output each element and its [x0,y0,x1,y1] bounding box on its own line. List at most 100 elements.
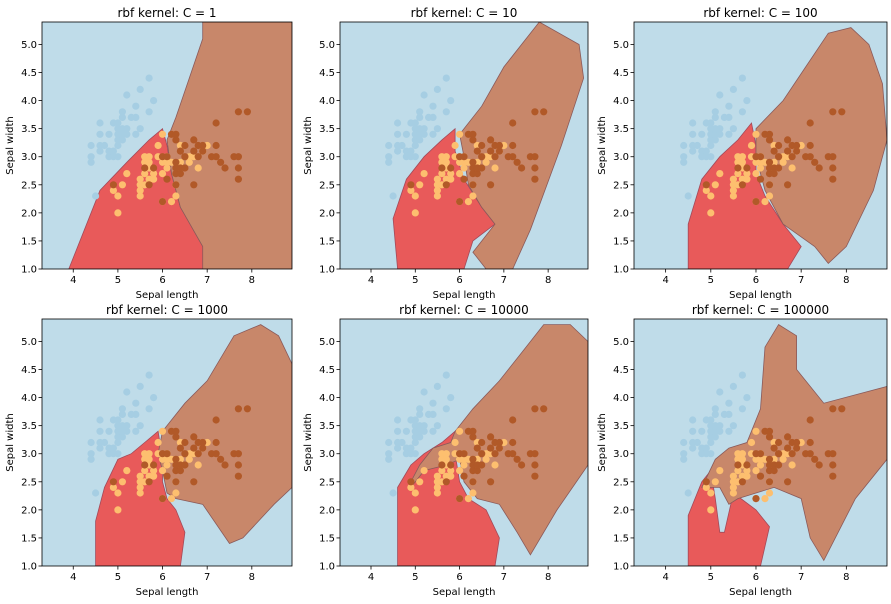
data-point-class-1 [447,170,455,178]
data-point-class-2 [473,444,481,452]
data-point-class-1 [150,472,158,480]
data-point-class-0 [407,444,415,452]
y-tick-label: 4.5 [319,68,335,79]
data-point-class-2 [145,181,153,189]
data-point-class-0 [118,136,126,144]
data-point-class-2 [190,147,198,155]
data-point-class-1 [469,489,477,497]
data-point-class-1 [163,164,171,172]
data-point-class-0 [136,382,144,390]
x-tick-label: 6 [753,572,759,583]
data-point-class-2 [784,433,792,441]
axes-frame [41,318,293,567]
data-point-class-0 [420,388,428,396]
data-point-class-0 [87,158,95,166]
data-point-class-2 [172,136,180,144]
y-tick-label: 4.0 [319,96,335,107]
data-point-class-2 [460,450,468,458]
data-point-class-0 [711,433,719,441]
data-point-class-1 [729,186,738,194]
data-point-class-1 [779,158,787,166]
data-point-class-0 [743,394,751,402]
data-point-class-2 [765,455,774,463]
data-point-class-0 [707,438,715,447]
data-point-class-0 [684,489,692,497]
y-tick-label: 2.5 [21,180,37,191]
data-point-class-1 [761,495,769,503]
data-point-class-0 [118,433,126,441]
data-point-class-0 [420,422,428,430]
data-point-class-1 [482,158,490,166]
data-point-class-2 [181,450,189,458]
data-point-class-2 [540,405,548,413]
data-point-class-1 [451,141,459,150]
data-point-class-0 [394,130,402,138]
data-point-class-0 [416,136,424,144]
y-axis-label: Sepal width [303,413,314,472]
y-tick-label: 1.5 [613,533,629,544]
data-point-class-2 [793,438,801,447]
data-point-class-2 [478,164,486,172]
data-point-class-2 [829,450,837,458]
data-point-class-2 [770,147,778,155]
y-axis-label: Sepal width [597,116,608,175]
data-point-class-2 [109,181,117,189]
data-point-class-2 [438,461,446,469]
y-tick-label: 2.5 [319,180,335,191]
data-point-class-0 [442,74,450,82]
data-point-class-0 [680,153,688,161]
data-point-class-0 [87,450,95,458]
x-tick-label: 5 [708,572,714,583]
data-point-class-2 [234,164,242,172]
data-point-class-2 [163,153,171,161]
data-point-class-2 [531,405,539,413]
data-point-class-2 [141,461,149,469]
data-point-class-0 [114,450,122,458]
data-point-class-0 [136,422,144,430]
data-point-class-0 [693,141,701,150]
data-point-class-2 [784,478,792,486]
data-point-class-0 [420,427,428,435]
subplot-5: 4 5 6 7 8 1.0 1.5 2.0 2.5 3.0 3.5 4.0 4.5 5.0 rbf kern… [303,303,589,598]
data-point-class-2 [469,427,477,435]
x-tick-label: 8 [843,275,849,286]
y-tick-label: 4.5 [319,365,335,376]
data-point-class-2 [199,147,207,155]
data-point-class-0 [123,422,131,430]
y-tick-label: 2.0 [613,505,629,516]
data-point-class-2 [181,438,189,447]
data-point-class-0 [711,113,719,121]
data-point-class-1 [707,209,715,217]
data-point-class-2 [473,467,481,475]
data-point-class-1 [743,472,751,480]
x-tick-label: 8 [249,572,255,583]
data-point-class-2 [784,136,792,144]
data-point-class-1 [150,175,158,183]
y-tick-label: 4.5 [21,68,37,79]
data-point-class-1 [154,141,162,150]
data-point-class-1 [456,467,464,475]
data-point-class-2 [190,444,198,452]
x-tick-label: 5 [412,572,418,583]
data-point-class-2 [487,147,495,155]
data-point-class-0 [87,438,95,447]
y-tick-label: 2.0 [21,505,37,516]
data-point-class-2 [469,455,477,463]
x-tick-label: 6 [159,275,165,286]
data-point-class-2 [460,472,468,480]
data-point-class-2 [212,416,220,424]
data-point-class-1 [491,164,499,172]
data-point-class-0 [145,74,153,82]
data-point-class-2 [775,141,783,150]
data-point-class-0 [132,102,140,110]
data-point-class-0 [707,153,715,161]
data-point-class-0 [136,125,144,133]
data-point-class-1 [702,186,710,194]
data-point-class-2 [770,467,778,475]
data-point-class-0 [105,427,113,435]
x-axis-label: Sepal length [433,290,496,301]
y-tick-label: 1.0 [613,265,629,276]
data-point-class-2 [176,170,184,178]
subplot-title: rbf kernel: C = 100 [703,6,817,20]
data-point-class-0 [716,388,724,396]
